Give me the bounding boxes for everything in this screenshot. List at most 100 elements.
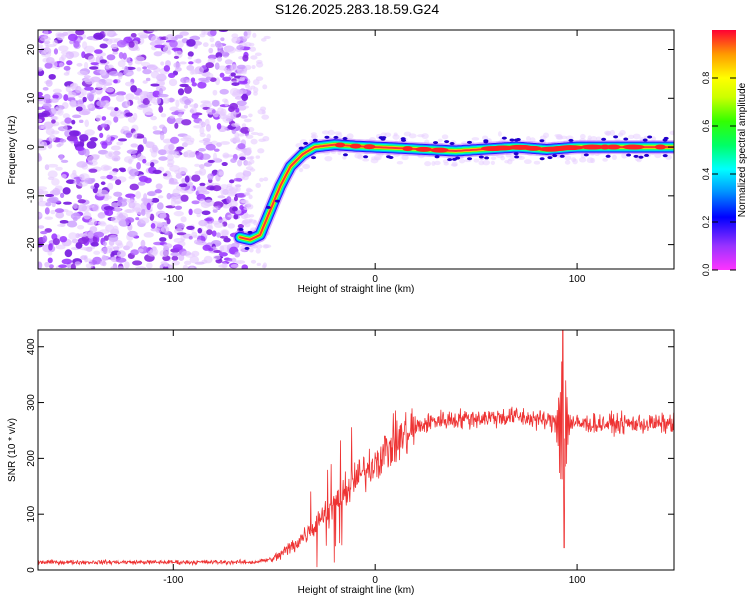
noise-blob (46, 122, 57, 127)
noise-blob (240, 114, 248, 119)
noise-blob (224, 59, 233, 65)
noise-blob (146, 30, 158, 33)
noise-blob (65, 51, 75, 59)
noise-blob (50, 209, 56, 215)
noise-blob (94, 49, 103, 54)
signal-hotspot (600, 144, 610, 150)
noise-blob (142, 137, 147, 145)
noise-blob (103, 235, 110, 241)
noise-blob (59, 220, 69, 224)
noise-blob (208, 222, 213, 229)
noise-blob (106, 134, 111, 143)
noise-blob (90, 241, 99, 247)
noise-blob (244, 41, 252, 47)
noise-blob (211, 230, 217, 237)
noise-blob (48, 196, 59, 203)
noise-blob (183, 260, 192, 265)
noise-blob (245, 166, 254, 171)
noise-blob (175, 99, 180, 108)
noise-blob (159, 237, 167, 242)
noise-blob (76, 161, 88, 168)
signal-edge-speck (363, 155, 369, 159)
noise-blob (52, 88, 62, 93)
noise-blob (145, 77, 151, 82)
noise-blob (125, 132, 133, 138)
noise-blob (434, 160, 441, 166)
noise-blob (173, 62, 181, 69)
noise-blob (110, 145, 121, 151)
noise-blob (130, 32, 137, 38)
noise-blob (76, 225, 85, 230)
noise-blob (90, 62, 99, 66)
signal-edge-speck (623, 137, 629, 141)
noise-blob (100, 181, 106, 186)
colorbar-tick-label: 0.0 (701, 264, 711, 277)
noise-blob (222, 204, 231, 209)
noise-blob (169, 136, 180, 144)
spectrogram-y-axis-label: Frequency (Hz) (7, 116, 18, 185)
noise-blob (125, 209, 132, 213)
noise-blob (374, 154, 382, 161)
noise-blob (219, 245, 225, 252)
noise-blob (65, 85, 71, 93)
signal-edge-speck (483, 140, 489, 144)
noise-blob (526, 135, 531, 142)
noise-blob (89, 226, 98, 233)
noise-blob (154, 189, 162, 194)
noise-blob (51, 178, 60, 186)
noise-blob (96, 81, 104, 89)
noise-blob (543, 132, 550, 139)
noise-blob (229, 102, 239, 110)
noise-blob (195, 152, 204, 160)
noise-blob (181, 250, 192, 256)
signal-hotspot (654, 144, 666, 150)
noise-blob (250, 131, 259, 136)
noise-blob (247, 30, 252, 36)
noise-blob (256, 59, 263, 65)
noise-blob (205, 76, 212, 81)
noise-blob (78, 110, 90, 116)
signal-hotspot (606, 144, 621, 150)
noise-blob (102, 38, 109, 42)
noise-blob (226, 196, 232, 204)
signal-edge-speck (324, 135, 330, 139)
noise-blob (556, 136, 563, 140)
noise-blob (66, 60, 73, 66)
noise-blob (93, 231, 105, 238)
noise-blob (56, 143, 62, 148)
noise-blob (222, 51, 230, 58)
noise-blob (38, 186, 48, 191)
noise-blob (86, 140, 97, 149)
noise-blob (244, 191, 250, 196)
noise-blob (57, 108, 64, 116)
noise-blob (99, 260, 106, 266)
noise-blob (142, 80, 148, 84)
signal-hotspot (580, 144, 605, 150)
noise-blob (218, 252, 228, 257)
noise-blob (121, 125, 130, 132)
noise-blob (58, 264, 68, 269)
noise-blob (237, 143, 246, 150)
noise-blob (157, 93, 169, 98)
noise-blob (107, 182, 114, 191)
noise-blob (162, 243, 173, 249)
noise-blob (604, 132, 610, 136)
signal-edge-speck (501, 136, 507, 140)
noise-blob (44, 62, 53, 69)
noise-blob (158, 149, 167, 156)
noise-blob (441, 134, 449, 140)
noise-blob (63, 72, 70, 76)
noise-blob (64, 249, 73, 258)
noise-blob (51, 119, 56, 124)
noise-blob (82, 96, 87, 103)
noise-blob (261, 110, 266, 115)
noise-blob (176, 146, 185, 150)
noise-blob (130, 249, 139, 256)
noise-blob (189, 35, 201, 41)
signal-edge-speck (568, 138, 574, 142)
spectrogram-ytick-label: 20 (26, 44, 37, 56)
noise-blob (65, 179, 76, 184)
noise-blob (298, 167, 304, 173)
noise-blob (100, 175, 108, 180)
noise-blob (90, 185, 96, 189)
